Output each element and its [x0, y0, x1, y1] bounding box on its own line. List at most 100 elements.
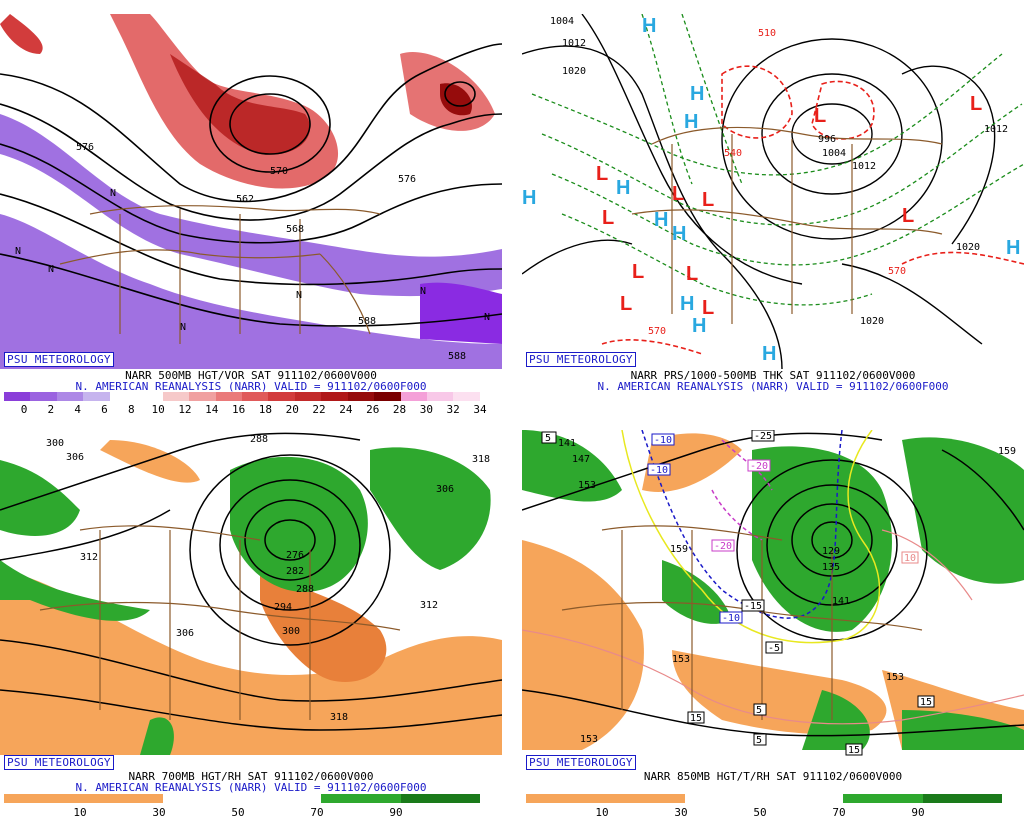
colorbar-tick-label: 0	[20, 403, 28, 416]
caption-valid: N. AMERICAN REANALYSIS (NARR) VALID = 91…	[75, 380, 427, 393]
low-pressure-symbol: L	[702, 189, 714, 211]
colorbar-swatch	[109, 392, 137, 401]
isobar-label: 1012	[984, 124, 1008, 135]
high-pressure-symbol: H	[654, 209, 668, 231]
colorbar-swatch	[241, 392, 269, 401]
thickness-label: 570	[888, 266, 906, 277]
colorbar-swatch	[374, 392, 401, 401]
contour-label: 153	[886, 672, 904, 683]
high-pressure-symbol: H	[642, 15, 656, 37]
panel-850mb-temp-rh: 141 147 153 159 153 129 135 141 159 153 …	[522, 430, 1024, 838]
high-pressure-symbol: H	[680, 293, 694, 315]
contour-label: 576	[76, 142, 94, 153]
colorbar-swatch	[189, 392, 216, 401]
colorbar-vorticity	[4, 392, 480, 401]
colorbar-swatch	[268, 392, 295, 401]
temp-label-box: 10	[901, 551, 919, 564]
temp-label-box: 5	[753, 703, 767, 716]
colorbar-tick-label: 12	[178, 403, 192, 416]
thickness-label: 510	[758, 28, 776, 39]
high-pressure-symbol: H	[692, 315, 706, 337]
svg-text:5: 5	[545, 433, 551, 444]
thickness-label: 570	[648, 326, 666, 337]
colorbar-ticks: 0 2 4 6 8 10 12 14 16 18 20 22 24 26 28 30 32 34	[0, 403, 502, 416]
temp-label-box: -20	[747, 459, 771, 472]
contour-label: 282	[286, 566, 304, 577]
colorbar-tick-label: 24	[339, 403, 353, 416]
temp-label-box: 15	[917, 695, 935, 708]
contour-label: 141	[558, 438, 576, 449]
colorbar-swatch	[321, 392, 348, 401]
colorbar-ticks: 10 30 50 70 90	[522, 806, 1024, 819]
caption-valid: N. AMERICAN REANALYSIS (NARR) VALID = 91…	[597, 380, 949, 393]
svg-text:15: 15	[920, 697, 932, 708]
colorbar-tick-label: 90	[389, 806, 403, 819]
colorbar-tick-label: 26	[366, 403, 380, 416]
colorbar-rh	[4, 794, 480, 803]
colorbar-tick-label: 10	[73, 806, 87, 819]
colorbar-swatch	[427, 392, 454, 401]
temp-label-box: -10	[647, 463, 671, 476]
psu-meteorology-badge: PSU METEOROLOGY	[526, 755, 636, 770]
contour-label: 312	[80, 552, 98, 563]
low-pressure-symbol: L	[602, 207, 614, 229]
svg-text:-25: -25	[754, 431, 772, 442]
contour-label: 147	[572, 454, 590, 465]
caption: NARR 500MB HGT/VOR SAT 911102/0600V000	[125, 369, 377, 382]
n-label: N	[48, 264, 54, 275]
contour-label: 318	[330, 712, 348, 723]
contour-label: 588	[358, 316, 376, 327]
map-700mb: 300 306 288 312 318 306 312 306 276 282 …	[0, 430, 502, 785]
colorbar-tick-label: 34	[473, 403, 487, 416]
contour-label: 312	[420, 600, 438, 611]
caption: NARR 700MB HGT/RH SAT 911102/0600V000	[128, 770, 374, 783]
colorbar-swatch	[136, 392, 163, 401]
psu-meteorology-badge: PSU METEOROLOGY	[526, 352, 636, 367]
isobar-label: 1012	[562, 38, 586, 49]
svg-text:15: 15	[848, 745, 860, 756]
temp-label-box: -25	[751, 430, 775, 442]
colorbar-tick-label: 28	[392, 403, 407, 416]
colorbar-tick-label: 50	[231, 806, 245, 819]
colorbar-tick-label: 90	[911, 806, 925, 819]
contour-label: 153	[580, 734, 598, 745]
colorbar-ticks: 10 30 50 70 90	[0, 806, 502, 819]
svg-text:5: 5	[756, 735, 762, 746]
contour-label: 276	[286, 550, 304, 561]
high-pressure-symbol: H	[684, 111, 698, 133]
contour-label: 135	[822, 562, 840, 573]
contour-label: 294	[274, 602, 292, 613]
svg-text:-20: -20	[750, 461, 768, 472]
n-label: N	[484, 312, 490, 323]
low-pressure-symbol: L	[814, 105, 826, 127]
map-500mb: 576 570 562 568 588 588 576 N N N N N N …	[0, 14, 502, 369]
temp-label-box: -10	[719, 611, 743, 624]
psu-meteorology-badge: PSU METEOROLOGY	[4, 352, 114, 367]
colorbar-swatch	[83, 392, 110, 401]
temp-label-box: 15	[687, 711, 705, 724]
n-label: N	[110, 188, 116, 199]
n-label: N	[180, 322, 186, 333]
contour-label: 306	[436, 484, 454, 495]
panel-pressure-thickness: H H H H H H H H H H H L L L L L L L L L	[522, 14, 1024, 422]
high-pressure-symbol: H	[690, 83, 704, 105]
isobar-label: 996	[818, 134, 836, 145]
contour-label: 153	[578, 480, 596, 491]
isobar-label: 1020	[860, 316, 884, 327]
isobar-label: 1004	[550, 16, 574, 27]
caption: NARR PRS/1000-500MB THK SAT 911102/0600V…	[630, 369, 916, 382]
colorbar-swatch	[294, 392, 322, 401]
low-pressure-symbol: L	[970, 93, 982, 115]
svg-text:-10: -10	[654, 435, 672, 446]
colorbar-swatch	[56, 392, 84, 401]
colorbar-tick-label: 50	[753, 806, 767, 819]
n-label: N	[420, 286, 426, 297]
colorbar-tick-label: 8	[127, 403, 135, 416]
temp-label-box: 15	[845, 743, 863, 756]
high-pressure-symbol: H	[762, 343, 776, 365]
contour-label: 159	[670, 544, 688, 555]
contour-label: 562	[236, 194, 254, 205]
low-pressure-symbol: L	[686, 263, 698, 285]
low-pressure-symbol: L	[902, 205, 914, 227]
psu-meteorology-badge: PSU METEOROLOGY	[4, 755, 114, 770]
